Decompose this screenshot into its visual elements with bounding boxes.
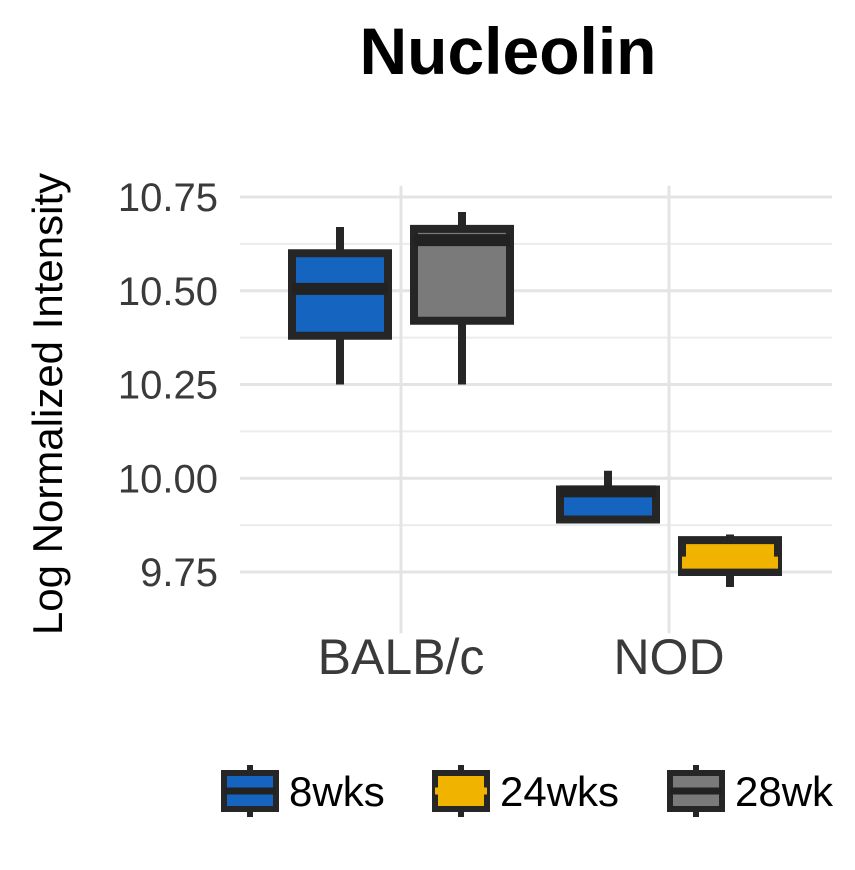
- y-tick-label: 9.75: [140, 551, 218, 595]
- legend-item-24wks: 24wks: [432, 765, 619, 817]
- y-tick-label: 10.25: [118, 364, 218, 408]
- x-tick-label: NOD: [613, 629, 724, 685]
- legend-item-8wks: 8wks: [221, 765, 385, 817]
- x-tick-label: BALB/c: [318, 629, 485, 685]
- legend: 8wks 24wks 28wk: [221, 765, 834, 817]
- y-tick-label: 10.50: [118, 270, 218, 314]
- legend-label: 28wk: [735, 768, 834, 815]
- y-tick-label: 10.00: [118, 457, 218, 501]
- x-tick-labels: BALB/c NOD: [318, 629, 725, 685]
- box-balbc-8wks: [288, 227, 392, 385]
- legend-label: 24wks: [500, 768, 619, 815]
- y-tick-label: 10.75: [118, 176, 218, 220]
- boxes: [288, 212, 782, 587]
- box-balbc-28wk: [410, 212, 514, 385]
- legend-item-28wk: 28wk: [667, 765, 834, 817]
- y-axis-label: Log Normalized Intensity: [24, 173, 71, 635]
- box-nod-24wks: [678, 534, 782, 587]
- legend-label: 8wks: [289, 768, 385, 815]
- chart-title: Nucleolin: [359, 14, 656, 88]
- box-nod-8wks: [556, 470, 660, 524]
- y-tick-labels: 9.75 10.00 10.25 10.50 10.75: [118, 176, 218, 595]
